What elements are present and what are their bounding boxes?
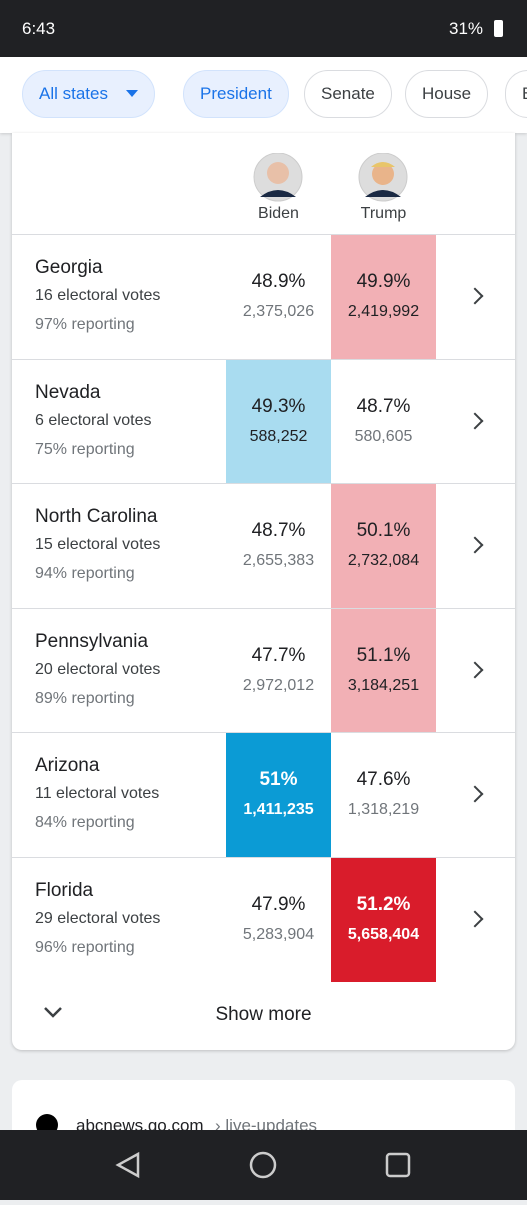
state-row[interactable]: Georgia 16 electoral votes 97% reporting 48… [12, 234, 515, 359]
chevron [466, 412, 484, 429]
candidate-name: Biden [258, 205, 299, 222]
time: 6:43 [22, 19, 56, 38]
state-name: North Carolina [35, 506, 158, 527]
state-row[interactable]: North Carolina 15 electoral votes 94% repo… [12, 483, 515, 608]
vote-percent: 51.2% [356, 893, 411, 915]
result-cell: 51% 1,411,235 [226, 733, 331, 857]
state-name: Nevada [35, 381, 101, 403]
vote-count: 3,184,251 [347, 676, 420, 694]
vote-percent: 50.1% [356, 520, 411, 541]
vote-percent: 49.9% [356, 271, 411, 292]
avatar-suit [365, 190, 401, 197]
electoral-votes: 6 electoral votes [35, 411, 152, 429]
vote-count: 2,972,012 [242, 676, 315, 694]
reporting: 89% reporting [35, 689, 135, 707]
reporting: 96% reporting [35, 938, 135, 956]
vote-percent: 51.1% [356, 644, 411, 666]
vote-percent: 47.9% [251, 893, 306, 915]
state-name: Georgia [35, 257, 103, 278]
avatars [253, 153, 408, 202]
result-cell: 51.2% 5,658,404 [331, 857, 436, 982]
vote-count: 5,283,904 [242, 925, 315, 943]
results-card: Georgia 16 electoral votes 97% reporting 48… [12, 133, 515, 1050]
state-row[interactable]: Arizona 11 electoral votes 84% reporting 51… [12, 732, 515, 857]
state-name: Pennsylvania [35, 630, 149, 652]
vote-percent: 49.3% [251, 395, 306, 417]
vote-percent: 48.7% [356, 395, 411, 417]
filter-chip[interactable]: House [405, 70, 489, 118]
expand-icon[interactable] [42, 1005, 64, 1019]
vote-percent: 51% [259, 769, 298, 790]
electoral-votes: 11 electoral votes [35, 785, 160, 802]
state-row[interactable]: Pennsylvania 20 electoral votes 89% report… [12, 607, 515, 733]
chip-label: Senate [321, 84, 375, 103]
state-row[interactable]: Florida 29 electoral votes 96% reporting 47… [12, 856, 515, 982]
dropdown-arrow [125, 90, 138, 103]
avatar-suit [260, 190, 296, 197]
vote-percent: 47.7% [251, 644, 306, 666]
reporting: 94% reporting [35, 565, 135, 582]
result-cell: 47.9% 5,283,904 [226, 858, 331, 982]
avatar-hair [371, 162, 395, 167]
result-cell: 49.3% 588,252 [226, 359, 331, 484]
vote-count: 588,252 [249, 427, 308, 445]
filter-bar: All states President Senate House B [0, 57, 527, 133]
result-cell: 50.1% 2,732,084 [331, 484, 436, 608]
result-cell: 48.7% 2,655,383 [226, 484, 331, 608]
candidate-name: Trump [360, 205, 407, 222]
result-cell: 51.1% 3,184,251 [331, 608, 436, 733]
result-cell: 49.9% 2,419,992 [331, 235, 436, 359]
chip-label: B [522, 84, 527, 103]
state-name: Florida [35, 879, 94, 901]
result-cell: 47.7% 2,972,012 [226, 609, 331, 733]
battery: 31% [449, 19, 484, 38]
filter-chip[interactable]: President [183, 70, 289, 118]
state-name: Arizona [35, 755, 100, 776]
nav-bar [0, 1130, 527, 1200]
chip-label: President [200, 84, 272, 103]
reporting: 75% reporting [35, 440, 135, 458]
chevron [466, 536, 484, 554]
vote-count: 2,732,084 [347, 552, 420, 569]
chip-label: All states [39, 84, 108, 103]
result-cell: 47.6% 1,318,219 [331, 733, 436, 857]
electoral-votes: 15 electoral votes [35, 536, 161, 553]
chip-label: House [422, 84, 472, 103]
chevron [466, 910, 484, 927]
filter-chip[interactable]: All states [22, 70, 155, 118]
nav-icons [115, 1151, 411, 1179]
electoral-votes: 16 electoral votes [35, 287, 161, 304]
vote-count: 1,318,219 [347, 801, 420, 818]
vote-count: 580,605 [354, 427, 413, 445]
state-row[interactable]: Nevada 6 electoral votes 75% reporting 49.3… [12, 358, 515, 484]
reporting: 97% reporting [35, 316, 135, 333]
filter-chip[interactable]: B [505, 70, 527, 118]
electoral-votes: 29 electoral votes [35, 909, 161, 927]
vote-percent: 47.6% [356, 769, 411, 790]
vote-count: 1,411,235 [243, 801, 314, 818]
status-bar: 6:43 31% [0, 0, 527, 57]
vote-count: 2,655,383 [242, 552, 315, 569]
vote-count: 2,419,992 [347, 303, 420, 320]
chevron [466, 661, 484, 678]
filter-chip[interactable]: Senate [304, 70, 392, 118]
chevron [466, 287, 484, 305]
battery-icon [494, 20, 503, 37]
show-more[interactable]: Show more [215, 1004, 312, 1025]
vote-percent: 48.9% [251, 271, 306, 292]
vote-count: 5,658,404 [347, 925, 420, 943]
chevron [466, 785, 484, 803]
avatar-face [372, 163, 394, 185]
result-cell: 48.7% 580,605 [331, 360, 436, 484]
vote-percent: 48.7% [251, 520, 306, 541]
reporting: 84% reporting [35, 814, 135, 831]
result-cell: 48.9% 2,375,026 [226, 235, 331, 359]
electoral-votes: 20 electoral votes [35, 660, 161, 678]
avatar-face [267, 162, 289, 184]
vote-count: 2,375,026 [242, 303, 315, 320]
